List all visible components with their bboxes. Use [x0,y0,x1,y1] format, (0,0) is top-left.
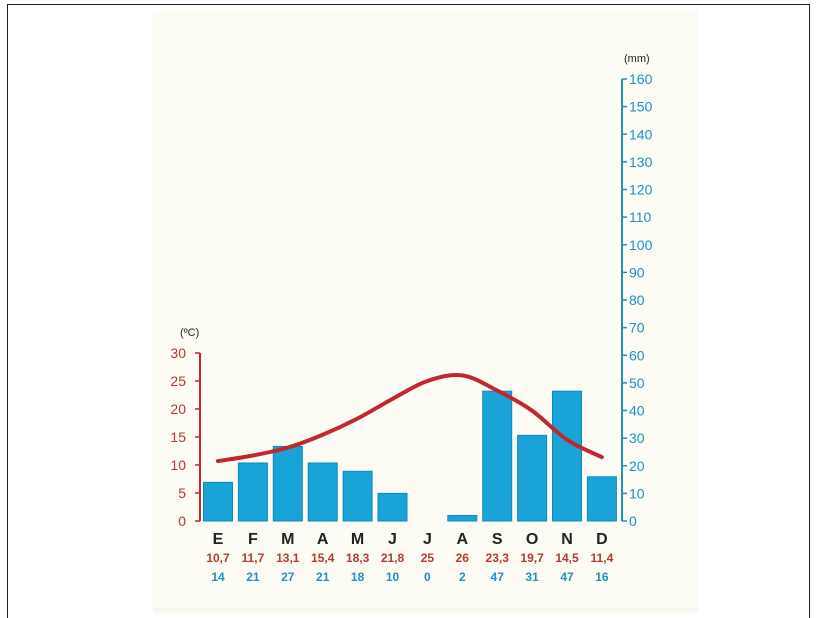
precipitation-bar [377,492,408,522]
precipitation-tick-label: 20 [629,458,645,474]
precipitation-bar [203,481,233,522]
temperature-tick-label: 20 [170,401,186,417]
temperature-line [216,373,604,464]
precipitation-bar [482,390,513,522]
precipitation-bars [203,390,617,522]
precipitation-tick-label: 10 [629,485,645,501]
month-label: E [213,531,224,548]
precipitation-value-label: 18 [351,570,365,584]
temperature-value-label: 15,4 [311,551,335,565]
temperature-value-label: 11,7 [242,551,265,565]
precipitation-value-label: 21 [246,570,260,584]
temperature-tick-label: 5 [178,485,186,501]
temperature-curve [216,373,604,464]
precipitation-value-label: 47 [491,570,505,584]
precipitation-bar [272,445,303,522]
precipitation-value-label: 31 [525,570,539,584]
month-label: D [596,531,608,548]
precipitation-tick-label: 110 [629,209,652,225]
temperature-tick-label: 25 [170,373,186,389]
precipitation-value-label: 2 [459,570,466,584]
month-label: S [492,531,503,548]
precipitation-value-label: 21 [316,570,330,584]
precipitation-value-label: 16 [595,570,609,584]
precipitation-tick-label: 140 [629,126,653,142]
precipitation-tick-label: 120 [629,182,653,198]
month-label: J [423,531,432,548]
precipitation-tick-label: 80 [629,292,645,308]
temperature-value-label: 13,1 [276,551,300,565]
temperature-tick-label: 0 [178,513,186,529]
precipitation-value-label: 27 [281,570,295,584]
precipitation-tick-label: 0 [629,513,637,529]
precipitation-value-label: 47 [560,570,574,584]
temperature-value-label: 11,4 [591,551,614,565]
month-label: M [351,531,364,548]
precipitation-tick-label: 90 [629,264,645,280]
temperature-value-label: 25 [421,551,435,565]
temperature-value-label: 19,7 [520,551,544,565]
precipitation-bar [307,462,338,522]
temperature-value-label: 10,7 [206,551,230,565]
temperature-value-label: 18,3 [346,551,370,565]
precipitation-tick-label: 60 [629,347,645,363]
month-label: A [317,531,329,548]
temperature-tick-label: 10 [170,457,186,473]
month-label: O [526,531,538,548]
precipitation-bar [447,514,478,522]
month-label: F [248,531,258,548]
precipitation-tick-label: 160 [629,71,653,87]
precipitation-axis: (mm) 0 10 20 30 40 50 60 70 80 90 100 110 120 130 140 1… [621,53,653,529]
precipitation-tick-label: 50 [629,375,645,391]
screenshot-frame [7,4,810,618]
month-label: M [281,531,294,548]
paper-bottom-edge [153,608,698,616]
precipitation-tick-label: 70 [629,320,645,336]
precipitation-tick-label: 100 [629,237,653,253]
precipitation-value-label: 0 [424,570,431,584]
temperature-axis: (ºC) 0 5 10 15 20 25 30 [170,327,201,529]
precipitation-bar [342,470,373,522]
precipitation-tick-label: 40 [629,403,645,419]
precipitation-bar [237,462,268,522]
precipitation-value-labels: 14 21 27 21 18 10 0 2 47 31 47 16 [211,570,609,584]
precipitation-tick-label: 30 [629,430,645,446]
temperature-tick-label: 15 [170,429,186,445]
precipitation-bar [552,390,582,522]
precipitation-bar [517,434,548,522]
month-label: N [561,531,573,548]
precipitation-tick-label: 150 [629,99,653,115]
temperature-value-label: 26 [456,551,470,565]
temperature-value-label: 14,5 [555,551,579,565]
temperature-value-labels: 10,7 11,7 13,1 15,4 18,3 21,8 25 26 23,3 19,7 14,5… [206,551,613,565]
precipitation-value-label: 14 [211,570,225,584]
temperature-tick-label: 30 [170,345,186,361]
precipitation-axis-unit: (mm) [624,53,650,65]
temperature-value-label: 21,8 [381,551,405,565]
precipitation-tick-label: 130 [629,154,653,170]
precipitation-bar [586,476,617,522]
month-label: A [457,531,469,548]
month-label: J [388,531,397,548]
temperature-value-label: 23,3 [486,551,510,565]
precipitation-value-label: 10 [386,570,400,584]
temperature-axis-unit: (ºC) [180,327,199,339]
